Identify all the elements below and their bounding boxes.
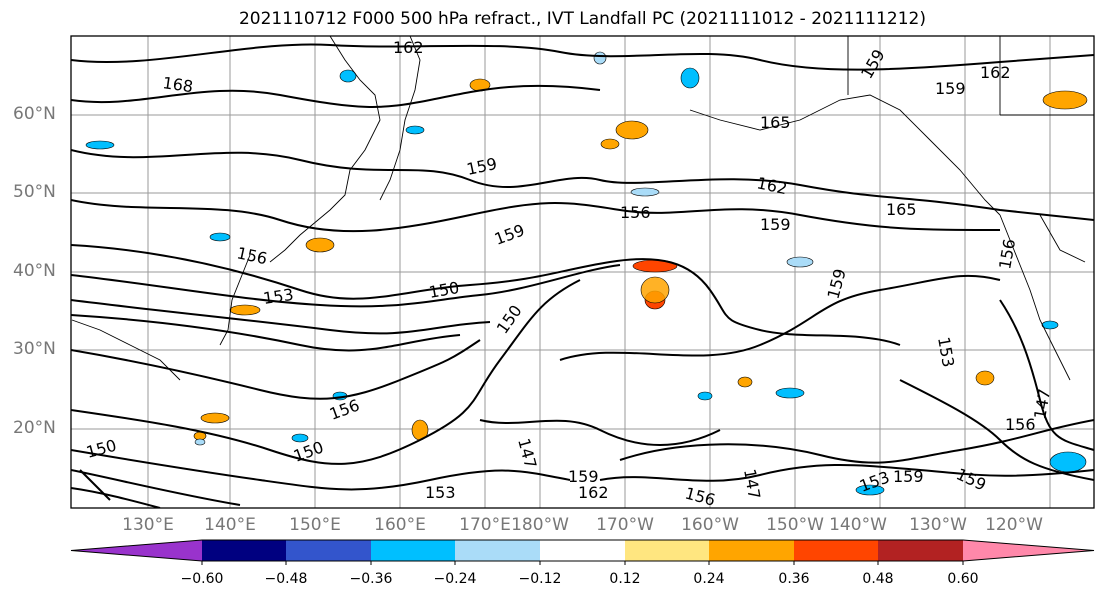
plot-frame xyxy=(70,35,1095,509)
colorbar-segment xyxy=(540,540,625,561)
map-title: 2021110712 F000 500 hPa refract., IVT La… xyxy=(238,9,926,29)
contour-label: 156 xyxy=(1005,415,1036,434)
longitude-label: 170°W xyxy=(596,515,654,535)
colorbar-segment xyxy=(625,540,709,561)
colorbar-tick-label: −0.48 xyxy=(264,571,308,587)
colorbar-segment xyxy=(202,540,286,561)
contour-label: 156 xyxy=(620,203,651,222)
longitude-label: 140°W xyxy=(829,515,887,535)
colorbar-tick-label: 0.36 xyxy=(778,571,810,587)
contour-label: 162 xyxy=(393,38,424,57)
contour-label: 159 xyxy=(760,215,791,234)
contour-label: 165 xyxy=(886,200,917,219)
graticule xyxy=(71,36,1094,508)
longitude-label: 160°W xyxy=(681,515,739,535)
colorbar-segment xyxy=(709,540,794,561)
colorbar-segments xyxy=(70,539,1095,562)
longitude-label: 130°W xyxy=(909,515,967,535)
latitude-label: 40°N xyxy=(13,261,56,281)
longitude-label: 150°E xyxy=(289,515,341,535)
latitude-label: 60°N xyxy=(13,104,56,124)
longitude-label: 150°W xyxy=(766,515,824,535)
contour-label: 159 xyxy=(568,467,599,486)
longitude-label: 120°W xyxy=(985,515,1043,535)
contour-label: 159 xyxy=(893,467,924,486)
colorbar-segment xyxy=(71,540,202,561)
colorbar-segment xyxy=(794,540,878,561)
longitude-label: 160°E xyxy=(374,515,426,535)
colorbar-tick-label: −0.12 xyxy=(518,571,562,587)
colorbar-tick-label: −0.60 xyxy=(180,571,224,587)
colorbar-segment xyxy=(286,540,371,561)
contour-label: 168 xyxy=(161,73,194,96)
latitude-label: 20°N xyxy=(13,418,56,438)
colorbar-tick-label: −0.24 xyxy=(433,571,477,587)
contour-label: 165 xyxy=(760,113,791,132)
latitude-label: 50°N xyxy=(13,182,56,202)
colorbar-tick-label: 0.60 xyxy=(947,571,979,587)
contour-label: 153 xyxy=(425,483,456,502)
colorbar-tick-label: −0.36 xyxy=(349,571,393,587)
longitude-label: 170°E xyxy=(459,515,511,535)
colorbar-segment xyxy=(455,540,540,561)
longitude-label: 140°E xyxy=(204,515,256,535)
contour-label: 159 xyxy=(935,79,966,98)
shaded-anomalies xyxy=(85,51,1088,496)
colorbar-tick-label: 0.12 xyxy=(609,571,641,587)
longitude-label: 130°E xyxy=(122,515,174,535)
refractivity-contours xyxy=(71,43,1094,508)
latitude-label: 30°N xyxy=(13,339,56,359)
colorbar-tick-label: 0.24 xyxy=(693,571,725,587)
contour-label: 162 xyxy=(578,483,609,502)
colorbar-tick-marks xyxy=(201,561,964,565)
colorbar-tick-label: 0.48 xyxy=(862,571,894,587)
colorbar-segment xyxy=(963,540,1094,561)
contour-label: 162 xyxy=(980,63,1011,82)
coastlines xyxy=(71,36,1094,381)
colorbar-segment xyxy=(371,540,455,561)
colorbar-segment xyxy=(878,540,963,561)
longitude-label: 180°W xyxy=(511,515,569,535)
contour-label: 153 xyxy=(262,285,295,308)
